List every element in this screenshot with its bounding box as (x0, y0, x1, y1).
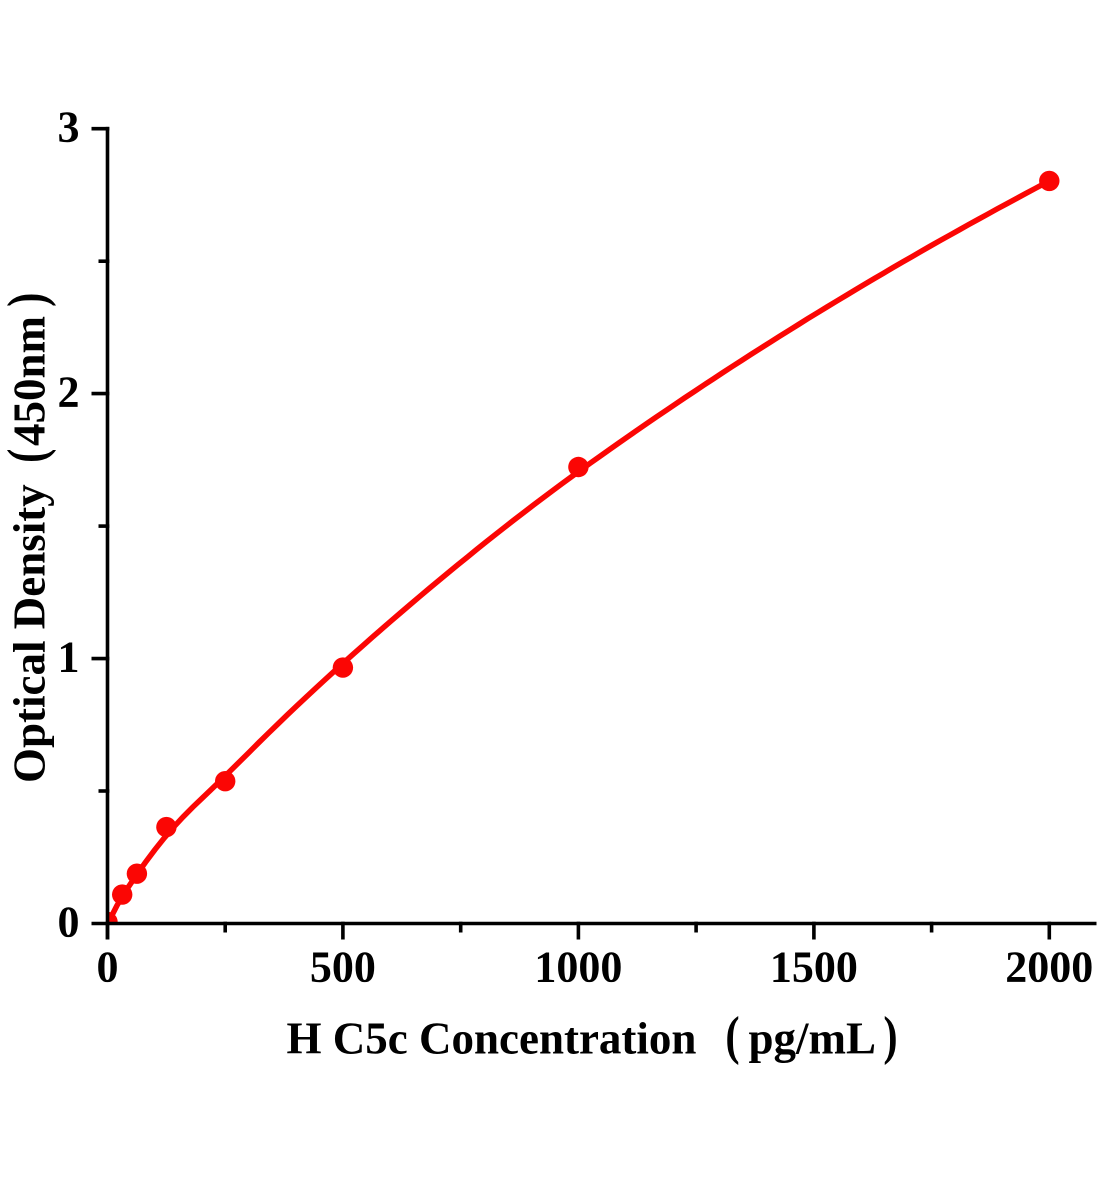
svg-text:2: 2 (58, 368, 80, 417)
svg-text:2000: 2000 (1005, 943, 1093, 992)
svg-text:pg/mL: pg/mL (749, 1014, 877, 1064)
svg-text:Optical Density: Optical Density (5, 484, 55, 783)
svg-text:H C5c Concentration: H C5c Concentration (287, 1014, 697, 1064)
svg-text:): ) (883, 1006, 897, 1066)
svg-text:500: 500 (310, 943, 376, 992)
svg-text:1000: 1000 (534, 943, 622, 992)
svg-text:(: ( (725, 1006, 739, 1066)
svg-text:450nm: 450nm (5, 316, 55, 446)
svg-text:3: 3 (58, 103, 80, 152)
svg-text:1: 1 (58, 633, 80, 682)
svg-text:0: 0 (58, 898, 80, 947)
svg-text:1500: 1500 (770, 943, 858, 992)
svg-text:): ) (0, 293, 57, 307)
svg-text:0: 0 (97, 943, 119, 992)
svg-text:(: ( (0, 449, 57, 463)
